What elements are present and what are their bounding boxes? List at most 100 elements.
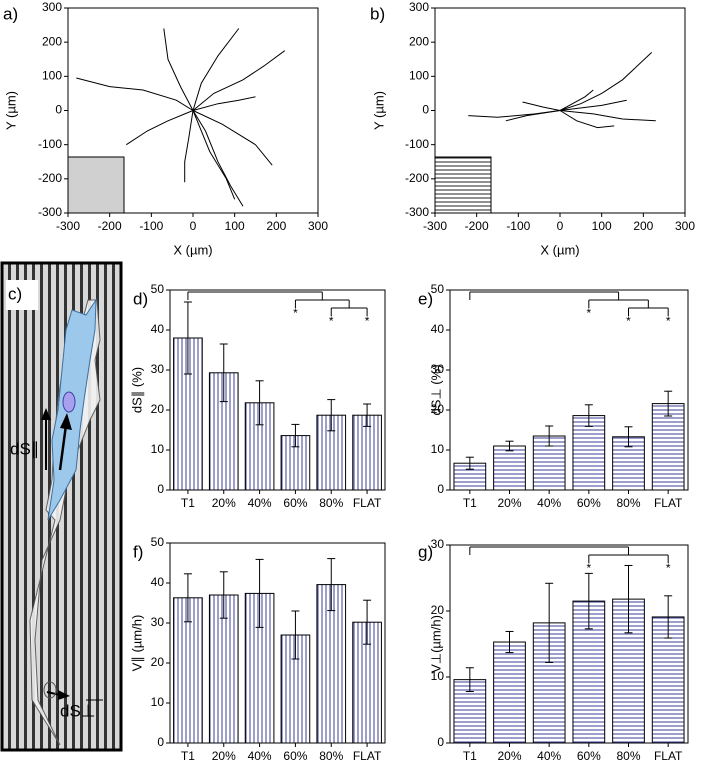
diagram-label: dS⊥ <box>60 701 96 720</box>
x-tick-label: 20% <box>497 749 521 763</box>
trajectory <box>559 110 656 122</box>
y-tick-label: 100 <box>42 69 62 83</box>
y-tick-label: 0 <box>157 482 164 496</box>
trajectory <box>559 99 627 111</box>
y-tick-label: 10 <box>431 669 445 683</box>
y-tick-label: 30 <box>151 362 165 376</box>
trajectory <box>192 96 256 111</box>
x-tick-label: 60% <box>283 496 307 510</box>
significance-star: * <box>666 314 671 328</box>
y-tick-label: 20 <box>431 603 445 617</box>
y-tick-label: 30 <box>431 537 445 551</box>
trajectory <box>184 110 194 183</box>
y-tick-label: 40 <box>151 575 165 589</box>
x-axis-label: X (µm) <box>173 242 212 257</box>
x-tick-label: -100 <box>139 219 163 233</box>
trajectory <box>163 28 194 111</box>
plot-frame <box>67 7 319 214</box>
x-tick-label: T1 <box>463 496 477 510</box>
significance-star: * <box>365 314 370 328</box>
y-tick-label: 50 <box>431 282 445 296</box>
trajectory <box>559 52 653 111</box>
inset-box <box>434 156 492 214</box>
x-tick-label: FLAT <box>654 496 683 510</box>
x-tick-label: 200 <box>266 219 286 233</box>
trajectory <box>505 110 561 122</box>
x-tick-label: 100 <box>225 219 245 233</box>
x-tick-label: FLAT <box>353 749 382 763</box>
inset-box <box>67 156 125 214</box>
x-tick-label: 0 <box>557 219 564 233</box>
cell-diagram <box>0 261 123 752</box>
y-tick-label: 0 <box>437 735 444 749</box>
trajectory <box>76 77 194 111</box>
panel-label: b) <box>370 4 385 23</box>
y-tick-label: -100 <box>38 137 62 151</box>
y-axis-label: V⊥(µm/h) <box>428 615 443 673</box>
y-tick-label: 0 <box>55 103 62 117</box>
y-tick-label: 30 <box>431 362 445 376</box>
y-tick-label: 50 <box>151 282 165 296</box>
trajectory <box>522 101 561 111</box>
y-axis-label: dS∥ (%) <box>129 367 144 413</box>
y-tick-label: 300 <box>409 0 429 14</box>
panel-label: g) <box>418 542 433 561</box>
bar <box>352 414 382 491</box>
trajectory <box>192 110 244 207</box>
y-tick-label: -200 <box>38 171 62 185</box>
significance-star: * <box>626 314 631 328</box>
trajectory <box>559 110 615 129</box>
y-axis-label: Y (µm) <box>371 91 386 130</box>
x-tick-label: 80% <box>616 749 640 763</box>
x-tick-label: T1 <box>181 749 195 763</box>
y-axis-label: V∥ (µm/h) <box>129 615 144 672</box>
bar <box>572 415 606 491</box>
bar <box>208 594 239 744</box>
trajectory <box>559 89 594 111</box>
y-tick-label: 10 <box>151 695 165 709</box>
plot-frame <box>434 7 686 214</box>
panel-label: d) <box>133 289 148 308</box>
x-tick-label: 20% <box>212 496 236 510</box>
y-tick-label: 30 <box>151 615 165 629</box>
y-tick-label: 200 <box>409 34 429 48</box>
y-tick-label: 40 <box>151 322 165 336</box>
y-tick-label: 50 <box>151 535 165 549</box>
y-tick-label: -100 <box>405 137 429 151</box>
trajectory <box>192 110 273 166</box>
x-tick-label: 80% <box>616 496 640 510</box>
y-tick-label: 20 <box>151 402 165 416</box>
x-tick-label: 40% <box>537 496 561 510</box>
significance-star: * <box>586 306 591 320</box>
y-tick-label: 100 <box>409 69 429 83</box>
x-tick-label: 40% <box>248 496 272 510</box>
x-tick-label: 300 <box>308 219 328 233</box>
x-tick-label: 40% <box>537 749 561 763</box>
panel-label: f) <box>133 542 143 561</box>
bar <box>493 641 526 744</box>
x-tick-label: -300 <box>56 219 80 233</box>
trajectory <box>126 110 194 146</box>
y-tick-label: 20 <box>431 402 445 416</box>
y-tick-label: 40 <box>431 322 445 336</box>
y-tick-label: 0 <box>157 735 164 749</box>
y-axis-label: Y (µm) <box>3 91 18 130</box>
y-tick-label: 0 <box>422 103 429 117</box>
x-tick-label: 60% <box>577 496 601 510</box>
x-tick-label: 100 <box>592 219 612 233</box>
y-tick-label: -300 <box>38 205 62 219</box>
significance-star: * <box>666 561 671 575</box>
y-tick-label: -200 <box>405 171 429 185</box>
diagram-label: dS∥ <box>10 439 39 458</box>
x-tick-label: -200 <box>465 219 489 233</box>
y-tick-label: 10 <box>431 442 445 456</box>
x-axis-label: X (µm) <box>540 242 579 257</box>
significance-star: * <box>293 306 298 320</box>
plot-frame <box>449 544 689 744</box>
x-tick-label: FLAT <box>654 749 683 763</box>
x-tick-label: 80% <box>319 496 343 510</box>
bar <box>651 403 685 491</box>
y-tick-label: 200 <box>42 34 62 48</box>
y-tick-label: 20 <box>151 655 165 669</box>
